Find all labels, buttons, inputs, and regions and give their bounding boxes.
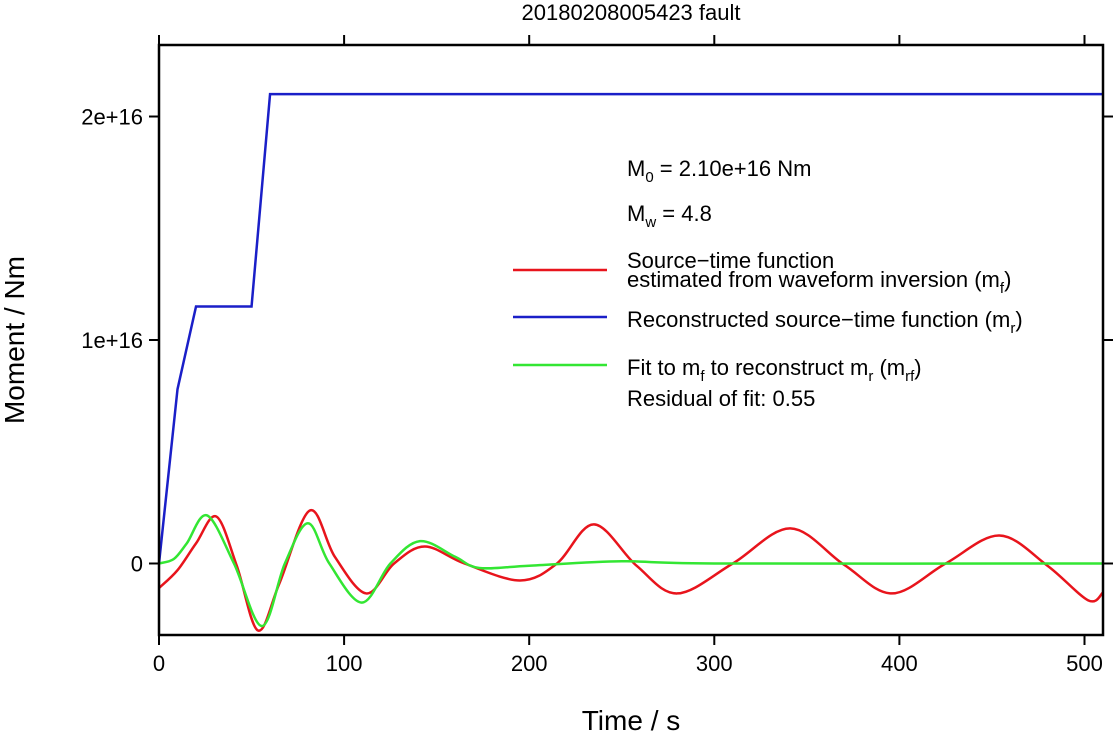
text-part: M (627, 201, 645, 226)
subscript: f (1000, 280, 1005, 297)
subscript: 0 (645, 169, 653, 186)
text-part: Residual of fit: 0.55 (627, 386, 815, 411)
text-part: = 2.10e+16 Nm (654, 156, 812, 181)
x-axis-label: Time / s (582, 705, 681, 736)
plot-frame (157, 43, 1105, 637)
text-part: (m (873, 355, 905, 380)
text-part: Source−time function (627, 248, 834, 273)
text-part: estimated from waveform inversion (m (627, 267, 1000, 292)
text-part: = 4.8 (656, 201, 712, 226)
legend-label: Fit to mf to reconstruct mr (mrf) (627, 355, 922, 385)
subscript: f (700, 368, 705, 385)
subscript: rf (905, 368, 915, 385)
y-tick-label: 1e+16 (81, 328, 143, 353)
legend-label: Reconstructed source−time function (mr) (627, 307, 1023, 337)
series-line (159, 514, 1103, 628)
text-part: ) (914, 355, 921, 380)
subscript: w (644, 214, 656, 231)
x-tick-label: 0 (153, 651, 165, 676)
x-tick-label: 100 (326, 651, 363, 676)
y-tick-label: 2e+16 (81, 105, 143, 130)
x-tick-label: 500 (1066, 651, 1103, 676)
y-tick-label: 0 (131, 551, 143, 576)
subscript: r (1010, 320, 1015, 337)
text-part: ) (1004, 267, 1011, 292)
x-tick-label: 200 (511, 651, 548, 676)
text-part: Reconstructed source−time function (m (627, 307, 1010, 332)
y-axis-label: Moment / Nm (0, 256, 30, 424)
text-part: ) (1015, 307, 1022, 332)
annotation: Mw = 4.8 (627, 201, 712, 231)
series-line (159, 92, 1103, 564)
x-tick-label: 300 (696, 651, 733, 676)
text-part: Fit to m (627, 355, 700, 380)
annotation: Residual of fit: 0.55 (627, 386, 815, 411)
text-part: M (627, 156, 645, 181)
x-tick-label: 400 (881, 651, 918, 676)
chart-title: 20180208005423 fault (522, 0, 741, 25)
annotation: M0 = 2.10e+16 Nm (627, 156, 811, 186)
subscript: r (868, 368, 873, 385)
legend-label: estimated from waveform inversion (mf) (627, 267, 1011, 297)
legend-label: Source−time function (627, 248, 834, 273)
text-part: to reconstruct m (705, 355, 869, 380)
